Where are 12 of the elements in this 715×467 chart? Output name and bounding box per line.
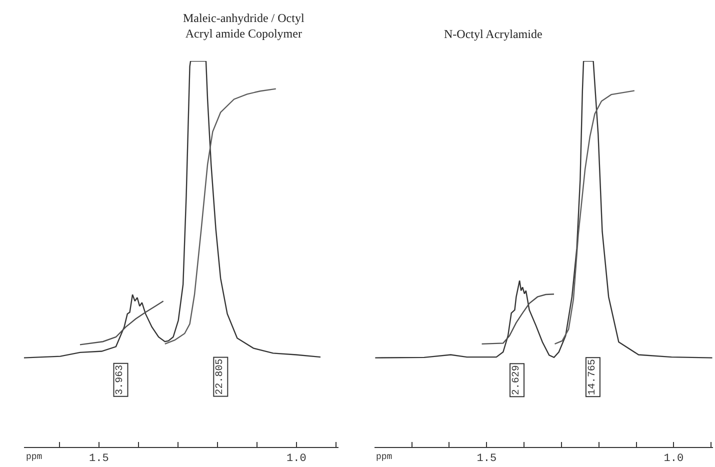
x-axis-title: ppm xyxy=(26,452,42,462)
chart-title: Maleic-anhydride / Octyl Acryl amide Copolymer xyxy=(183,11,305,41)
x-tick-label: 1.0 xyxy=(286,453,306,466)
chart-title: N-Octyl Acrylamide xyxy=(444,27,542,41)
annotation: 22.805 xyxy=(215,358,226,395)
x-axis-title: ppm xyxy=(376,452,392,462)
x-tick-label: 1.5 xyxy=(89,453,109,466)
x-tick-label: 1.0 xyxy=(664,453,684,466)
annotation: 2.629 xyxy=(512,365,523,396)
x-tick-label: 1.5 xyxy=(476,453,497,466)
annotation: 3.963 xyxy=(115,364,126,395)
annotation: 14.765 xyxy=(587,359,598,396)
